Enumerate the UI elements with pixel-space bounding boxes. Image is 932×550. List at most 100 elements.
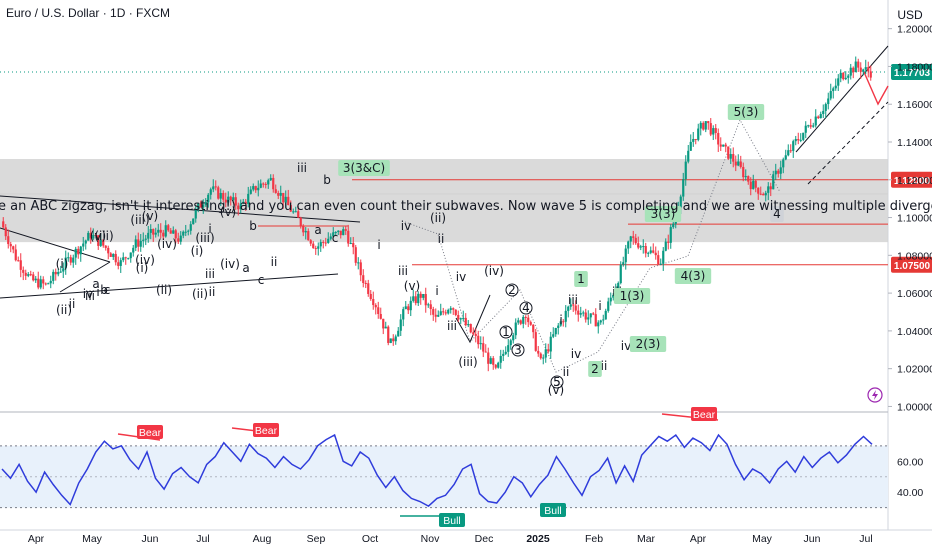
price-tick-label: 1.00000: [897, 401, 932, 413]
candle-body: [277, 192, 280, 196]
time-tick-label: Mar: [637, 533, 656, 545]
wave-label: c: [258, 273, 265, 287]
price-tick-label: 1.10000: [897, 213, 932, 225]
candle-body: [757, 187, 760, 194]
wave-label-box: [629, 336, 667, 352]
candle-body: [542, 357, 545, 359]
candle-body: [772, 174, 775, 190]
candle-body: [839, 72, 842, 79]
time-tick-label: 2025: [526, 533, 550, 545]
rsi-marker-label: Bear: [255, 425, 278, 437]
candle-body: [462, 317, 465, 319]
candle-body: [97, 235, 100, 246]
candle-body: [597, 322, 600, 327]
wave-label: (i): [136, 261, 149, 275]
candle-body: [104, 245, 107, 248]
rsi-marker-label: Bull: [544, 505, 562, 517]
candle-body: [142, 239, 145, 241]
candle-body: [164, 225, 167, 237]
candle-body: [684, 161, 687, 180]
candle-body: [432, 309, 435, 315]
candle-body: [287, 196, 290, 206]
candle-body: [552, 334, 555, 337]
candle-body: [257, 187, 260, 191]
candle-body: [427, 304, 430, 306]
lightning-icon[interactable]: [867, 387, 883, 403]
candle-body: [414, 296, 417, 304]
wave-label: ii: [209, 285, 216, 299]
wave-label-box: [770, 206, 784, 222]
candle-body: [857, 61, 860, 68]
candle-body: [529, 322, 532, 325]
candle-body: [794, 139, 797, 142]
candle-body: [369, 293, 372, 300]
trend-line-3: [0, 195, 361, 223]
overlay: e an ABC zigzag, isn't it interesting!) …: [0, 6, 932, 403]
wave-label: (iv): [157, 237, 177, 251]
horizontal-levels: 1.12000 1.07500 1.17703: [0, 64, 932, 273]
wave-label: (ii): [192, 287, 208, 301]
candle-body: [729, 154, 732, 159]
candle-body: [804, 125, 807, 133]
wave-label: i: [559, 313, 562, 327]
time-tick-label: Oct: [362, 533, 378, 545]
candle-body: [472, 332, 475, 335]
candle-body: [242, 201, 245, 204]
price-tick-label: 1.16000: [897, 99, 932, 111]
candle-body: [82, 243, 85, 247]
wave-label: (v): [220, 205, 236, 219]
candle-body: [727, 146, 730, 159]
candle-body: [7, 236, 10, 245]
candle-body: [62, 268, 65, 272]
wave-label-box: [727, 104, 765, 120]
candle-body: [22, 269, 25, 273]
candle-body: [829, 91, 832, 99]
wave-label: (iv): [484, 264, 504, 278]
candle-body: [604, 310, 607, 320]
wave-label-boxed: 3(3&C): [343, 161, 385, 175]
time-tick-label: Jun: [142, 533, 159, 545]
candle-body: [817, 116, 820, 119]
candle-body: [647, 252, 650, 254]
candle-body: [854, 61, 857, 73]
candle-body: [57, 271, 60, 275]
candle-body: [572, 304, 575, 306]
candle-body: [482, 343, 485, 352]
wave-label-box: [338, 160, 390, 176]
wave-label-circled: 2: [508, 283, 516, 297]
candle-body: [332, 232, 335, 237]
candle-body: [389, 338, 392, 343]
wave-label-boxed: 2(3): [636, 337, 661, 351]
candle-body: [217, 187, 220, 199]
candle-body: [749, 181, 752, 190]
candle-body: [494, 364, 497, 368]
candle-body: [849, 67, 852, 76]
candle-body: [322, 242, 325, 244]
candle-body: [539, 353, 542, 359]
candle-body: [824, 104, 827, 111]
candle-body: [454, 309, 457, 316]
wave-label: ii: [69, 297, 76, 311]
candle-body: [264, 183, 267, 185]
candle-body: [619, 264, 622, 284]
candle-body: [294, 211, 297, 213]
candle-body: [664, 241, 667, 251]
wave-circle: [550, 375, 564, 389]
candle-body: [397, 330, 400, 337]
level-tag-2: [891, 256, 932, 273]
candle-body: [94, 234, 97, 236]
time-tick-label: Dec: [475, 533, 494, 545]
candle-body: [832, 88, 835, 92]
candle-body: [367, 283, 370, 294]
candle-body: [84, 240, 87, 244]
candle-body: [744, 176, 747, 178]
candle-body: [377, 307, 380, 315]
wave-label: i: [208, 222, 211, 236]
candle-body: [357, 262, 360, 264]
candle-body: [444, 312, 447, 314]
wave-label: (iii): [94, 229, 113, 243]
candle-body: [544, 349, 547, 358]
wave-circle: [511, 343, 525, 357]
level-tag-label: 1.07500: [894, 261, 931, 272]
